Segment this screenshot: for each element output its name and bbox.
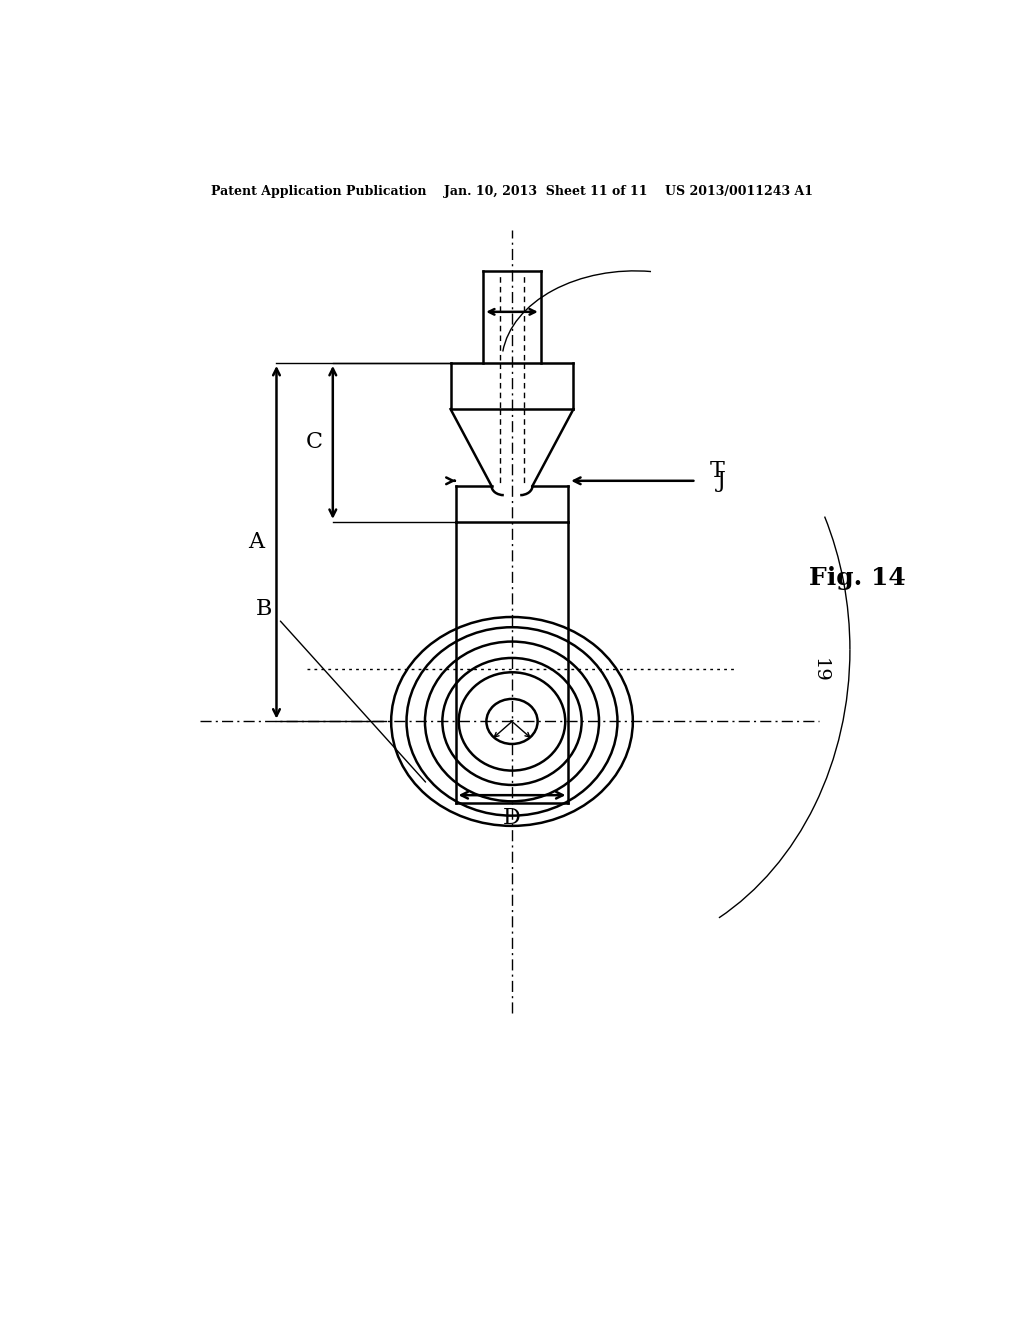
Text: Patent Application Publication    Jan. 10, 2013  Sheet 11 of 11    US 2013/00112: Patent Application Publication Jan. 10, … bbox=[211, 185, 813, 198]
Text: D: D bbox=[503, 807, 521, 829]
Text: C: C bbox=[306, 432, 323, 453]
Text: J: J bbox=[717, 470, 726, 492]
Text: B: B bbox=[256, 598, 272, 620]
Text: T: T bbox=[710, 459, 724, 482]
Text: 19: 19 bbox=[810, 657, 828, 682]
Text: Fig. 14: Fig. 14 bbox=[809, 566, 905, 590]
Text: A: A bbox=[248, 531, 264, 553]
